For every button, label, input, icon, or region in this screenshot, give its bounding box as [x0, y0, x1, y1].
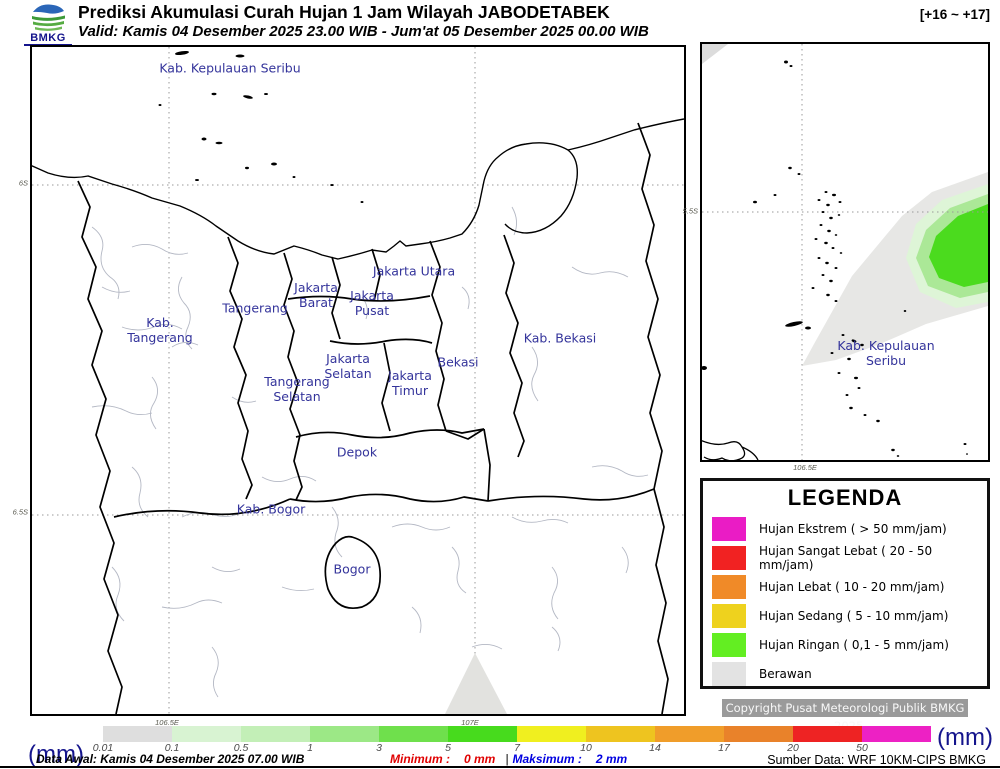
rain-contours [802, 172, 988, 366]
bmkg-logo-icon [32, 4, 65, 31]
legend-item-label: Hujan Lebat ( 10 - 20 mm/jam) [759, 579, 945, 594]
maksimum-label: Maksimum : [512, 752, 582, 766]
valid-period: Valid: Kamis 04 Desember 2025 23.00 WIB … [78, 23, 649, 40]
colorbar-unit-left: (mm) [28, 741, 84, 768]
legend-title: LEGENDA [787, 485, 903, 510]
axis-tick-label: 107E [461, 718, 479, 727]
axis-tick-label: 6S [18, 178, 28, 188]
coastline [32, 118, 684, 260]
colorbar-unit-right: (mm) [937, 724, 993, 751]
district-boundaries [91, 206, 649, 698]
colorbar-segment [379, 726, 448, 742]
colorbar-tick-label: 14 [649, 742, 661, 754]
main-map [30, 45, 686, 716]
colorbar-tick-label: 0.5 [233, 742, 249, 754]
colorbar-segment [103, 726, 172, 742]
axis-tick-label: 5.5S [682, 206, 698, 216]
colorbar-segment [724, 726, 793, 742]
bmkg-logo-text: BMKG [24, 32, 72, 46]
colorbar-tick-label: 1 [307, 742, 313, 754]
forecast-hour-range: [+16 ~ +17] [919, 7, 990, 22]
legend-row: Hujan Lebat ( 10 - 20 mm/jam) [703, 572, 987, 601]
colorbar-tick-label: 50 [856, 742, 868, 754]
colorbar-segment [793, 726, 862, 742]
colorbar-tick-label: 7 [514, 742, 520, 754]
coastline [702, 440, 759, 460]
legend-color-swatch [712, 574, 746, 599]
bottom-rule [0, 766, 1000, 768]
colorbar-tick-label: 20 [787, 742, 799, 754]
main-map-canvas [32, 47, 684, 714]
axis-tick-label: 106.5E [793, 463, 817, 472]
legend-items: Hujan Ekstrem ( > 50 mm/jam) Hujan Sangat… [703, 514, 987, 688]
inset-map-canvas [702, 44, 988, 460]
graticule [32, 47, 684, 714]
islands [702, 60, 968, 457]
legend-row: Hujan Ringan ( 0,1 - 5 mm/jam) [703, 630, 987, 659]
legend-item-label: Hujan Ekstrem ( > 50 mm/jam) [759, 521, 947, 536]
inset-map-kepulauan-seribu [700, 42, 990, 462]
regency-boundaries [77, 122, 669, 714]
legend-color-swatch [712, 516, 746, 541]
colorbar-tick-label: 0.01 [92, 742, 114, 754]
data-source-text: Sumber Data: WRF 10KM-CIPS BMKG [767, 753, 986, 767]
axis-tick-label: 6.5S [12, 507, 28, 517]
colorbar [103, 726, 931, 742]
legend-row: Hujan Ekstrem ( > 50 mm/jam) [703, 514, 987, 543]
colorbar-segment [172, 726, 241, 742]
legend-item-label: Hujan Sedang ( 5 - 10 mm/jam) [759, 608, 949, 623]
berawan-corner-patch [702, 44, 728, 64]
minimum-label: Minimum : [390, 752, 450, 766]
islands [158, 50, 364, 203]
colorbar-segment [655, 726, 724, 742]
colorbar-segment [448, 726, 517, 742]
berawan-patch [445, 653, 507, 714]
minimum-value: 0 mm [464, 752, 496, 766]
legend-item-label: Berawan [759, 666, 812, 681]
maksimum-value: 2 mm [595, 752, 628, 766]
colorbar-segment [517, 726, 586, 742]
legend-color-swatch [712, 545, 746, 570]
legend-color-swatch [712, 632, 746, 657]
legend-item-label: Hujan Sangat Lebat ( 20 - 50 mm/jam) [759, 543, 933, 572]
legend-color-swatch [712, 661, 746, 686]
legend-row: Berawan [703, 659, 987, 688]
axis-tick-label: 106.5E [155, 718, 179, 727]
legend-row: Hujan Sangat Lebat ( 20 - 50 mm/jam) [703, 543, 987, 572]
colorbar-tick-label: 5 [445, 742, 451, 754]
colorbar-segment [310, 726, 379, 742]
legend-box: LEGENDA Hujan Ekstrem ( > 50 mm/jam) Huja… [700, 478, 990, 689]
colorbar-tick-label: 0.1 [164, 742, 180, 754]
legend-row: Hujan Sedang ( 5 - 10 mm/jam) [703, 601, 987, 630]
colorbar-tick-label: 17 [718, 742, 730, 754]
copyright-banner: Copyright Pusat Meteorologi Publik BMKG … [722, 699, 968, 733]
min-max-separator: | [505, 752, 509, 766]
page-title: Prediksi Akumulasi Curah Hujan 1 Jam Wil… [78, 2, 610, 22]
data-awal-text: Data Awal: Kamis 04 Desember 2025 07.00 … [36, 752, 305, 766]
colorbar-segment [241, 726, 310, 742]
colorbar-segment [586, 726, 655, 742]
legend-color-swatch [712, 603, 746, 628]
colorbar-tick-label: 10 [580, 742, 592, 754]
legend-item-label: Hujan Ringan ( 0,1 - 5 mm/jam) [759, 637, 949, 652]
colorbar-segment [862, 726, 931, 742]
colorbar-tick-label: 3 [376, 742, 382, 754]
min-max-text: Minimum : 0 mm | Maksimum : 2 mm [390, 752, 633, 766]
